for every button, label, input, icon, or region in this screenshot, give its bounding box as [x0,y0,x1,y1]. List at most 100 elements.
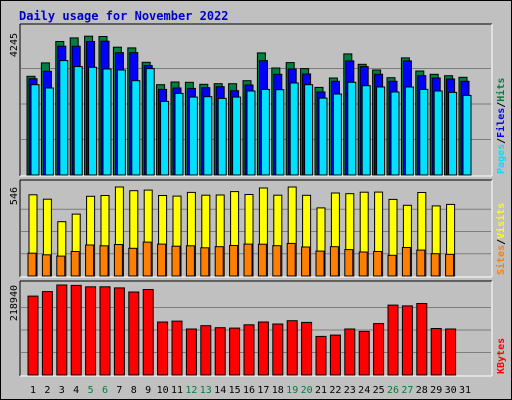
visits-panel-series-label: Sites/Visits [495,203,507,275]
kbytes-panel-bar-kbytes-day-11 [171,320,183,376]
kbytes-panel-bar-kbytes-day-25 [373,323,385,376]
hits-panel-bar-pages-day-21 [318,97,328,176]
kbytes-panel-bar-kbytes-day-1 [27,295,39,376]
x-tick-label-day-5: 5 [88,385,94,396]
kbytes-panel-bar-kbytes-day-17 [257,321,269,376]
x-tick-label-day-7: 7 [116,385,122,396]
kbytes-panel-bar-kbytes-day-10 [157,321,169,376]
hits-panel-bar-pages-day-10 [160,100,170,176]
visits-panel-bar-sites-day-2 [41,254,51,277]
kbytes-panel-bar-kbytes-day-8 [128,291,140,376]
visits-panel-bar-sites-day-22 [329,246,339,277]
visits-panel-bar-sites-day-30 [445,253,455,277]
kbytes-panel-bar-kbytes-day-20 [301,321,313,376]
kbytes-panel-bar-kbytes-day-16 [243,324,255,376]
visits-panel-bar-sites-day-23 [344,249,354,277]
hits-panel-bar-pages-day-11 [174,92,184,176]
visits-panel-bar-sites-day-16 [243,243,253,277]
x-tick-label-day-17: 17 [257,385,269,396]
kbytes-panel-bar-kbytes-day-27 [401,305,413,376]
kbytes-panel-series-label-part: KBytes [496,338,507,374]
kbytes-panel-bar-kbytes-day-9 [142,289,154,376]
visits-panel-bar-sites-day-8 [128,247,138,277]
x-tick-label-day-19: 19 [286,385,298,396]
x-tick-label-day-29: 29 [430,385,442,396]
hits-panel-bar-pages-day-5 [88,66,98,176]
hits-panel-bar-pages-day-2 [44,87,54,176]
hits-panel-bar-pages-day-24 [361,85,371,176]
x-tick-label-day-27: 27 [401,385,413,396]
visits-panel-bar-sites-day-26 [387,254,397,277]
hits-panel-bar-pages-day-9 [145,68,155,176]
hits-panel-max-label: 4245 [9,33,20,57]
hits-panel-series-label: Pages/Files/Hits [495,78,507,174]
hits-panel-series-label-part: Files [495,108,507,138]
hits-panel-bar-pages-day-16 [246,90,256,176]
hits-panel-bar-pages-day-6 [102,68,112,176]
visits-panel-bar-sites-day-18 [272,245,282,277]
visits-panel-bar-sites-day-3 [56,255,66,277]
kbytes-panel-bar-kbytes-day-14 [214,327,226,376]
visits-panel-bar-sites-day-6 [99,245,109,277]
hits-panel-bar-pages-day-14 [217,97,227,176]
kbytes-panel-bar-kbytes-day-19 [286,320,298,376]
visits-panel-bar-sites-day-17 [257,243,267,277]
x-tick-label-day-20: 20 [301,385,313,396]
kbytes-panel-bar-kbytes-day-4 [70,284,82,376]
visits-panel-series-label-part: Sites [495,245,507,275]
visits-panel-bar-sites-day-7 [113,244,123,277]
visits-panel-bar-sites-day-14 [214,246,224,277]
kbytes-panel-bar-kbytes-day-13 [200,325,212,376]
visits-panel-bar-sites-day-12 [185,245,195,277]
hits-panel-bar-pages-day-19 [289,82,299,176]
hits-panel-bar-pages-day-26 [390,91,400,176]
x-tick-label-day-18: 18 [272,385,284,396]
x-tick-label-day-25: 25 [373,385,385,396]
visits-panel-bar-sites-day-25 [373,251,383,277]
visits-panel-bar-sites-day-9 [142,241,152,277]
kbytes-panel-bar-kbytes-day-26 [387,304,399,376]
hits-panel-bar-pages-day-12 [188,96,198,176]
hits-panel-bar-pages-day-27 [404,86,414,176]
visits-panel-bar-sites-day-4 [70,251,80,277]
x-tick-label-day-10: 10 [157,385,169,396]
x-tick-label-day-26: 26 [387,385,399,396]
x-tick-label-day-14: 14 [214,385,226,396]
kbytes-panel-bar-kbytes-day-3 [56,284,68,376]
x-tick-label-day-11: 11 [171,385,183,396]
hits-panel-bar-pages-day-25 [376,86,386,176]
x-tick-label-day-8: 8 [131,385,137,396]
kbytes-panel-bar-kbytes-day-29 [430,328,442,376]
visits-panel [20,180,492,277]
visits-panel-series-label-part: Visits [495,203,507,239]
x-tick-label-day-22: 22 [329,385,341,396]
hits-panel-bar-pages-day-7 [116,69,126,176]
kbytes-panel-bar-kbytes-day-2 [41,291,53,376]
kbytes-panel-series-label: KBytes [496,338,507,374]
hits-panel-bar-pages-day-30 [448,91,458,176]
kbytes-panel-bar-kbytes-day-5 [85,286,97,376]
hits-panel-bar-pages-day-8 [131,80,141,176]
hits-panel-bar-pages-day-17 [260,88,270,176]
x-tick-label-day-12: 12 [185,385,197,396]
visits-panel-bar-sites-day-15 [229,245,239,277]
kbytes-panel-bar-kbytes-day-30 [445,328,457,376]
kbytes-panel-max-label: 218940 [9,285,20,321]
hits-panel-series-label-part: / [496,138,507,144]
kbytes-panel-bar-kbytes-day-22 [329,334,341,376]
x-tick-label-day-2: 2 [44,385,50,396]
x-tick-label-day-24: 24 [358,385,370,396]
x-tick-label-day-21: 21 [315,385,327,396]
hits-panel-series-label-part: / [496,102,507,108]
x-tick-label-day-9: 9 [145,385,151,396]
hits-panel-bar-pages-day-15 [232,96,242,176]
visits-panel-max-label: 546 [9,187,20,205]
visits-panel-bar-sites-day-1 [27,252,37,277]
kbytes-panel-bar-kbytes-day-15 [229,327,241,376]
visits-panel-bar-sites-day-10 [157,243,167,277]
hits-panel-bar-pages-day-4 [73,66,83,176]
kbytes-panel-bar-kbytes-day-7 [113,287,125,376]
visits-panel-bar-sites-day-5 [85,244,95,277]
x-tick-label-day-3: 3 [59,385,65,396]
